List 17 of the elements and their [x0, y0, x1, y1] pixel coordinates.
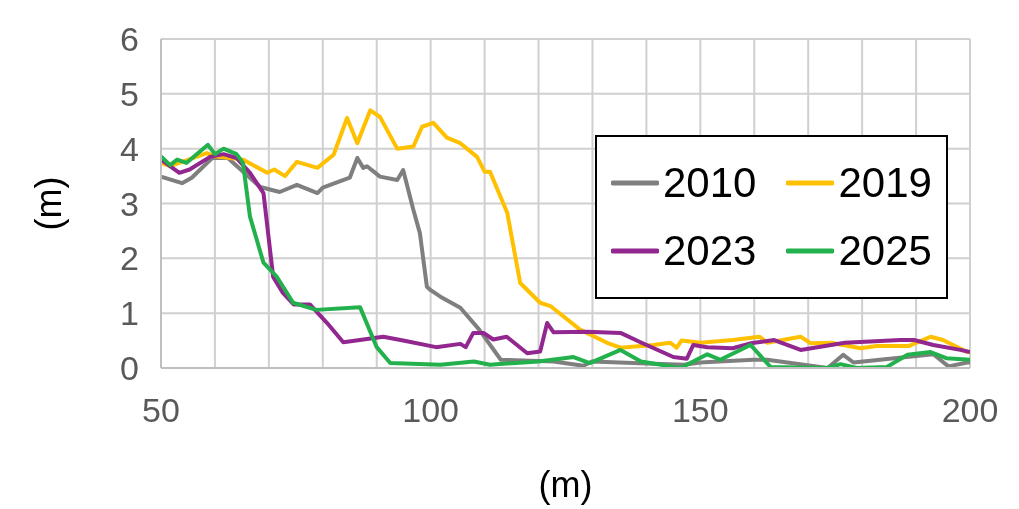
y-tick-label: 5: [120, 74, 139, 113]
x-axis-title: (m): [538, 464, 593, 505]
x-tick-label: 100: [402, 391, 460, 430]
x-tick-label: 50: [142, 391, 180, 430]
legend-label: 2023: [663, 227, 757, 275]
y-tick-label: 6: [120, 20, 139, 59]
x-tick-label: 200: [941, 391, 999, 430]
legend-label: 2010: [663, 159, 757, 207]
y-tick-label: 3: [120, 184, 139, 223]
y-tick-label: 2: [120, 239, 139, 278]
y-tick-label: 1: [120, 294, 139, 333]
legend-label: 2025: [838, 227, 932, 275]
x-tick-label: 150: [671, 391, 729, 430]
y-tick-label: 0: [120, 349, 139, 388]
legend-label: 2019: [838, 159, 932, 207]
y-axis-title: (m): [27, 176, 69, 231]
y-tick-label: 4: [120, 129, 139, 168]
